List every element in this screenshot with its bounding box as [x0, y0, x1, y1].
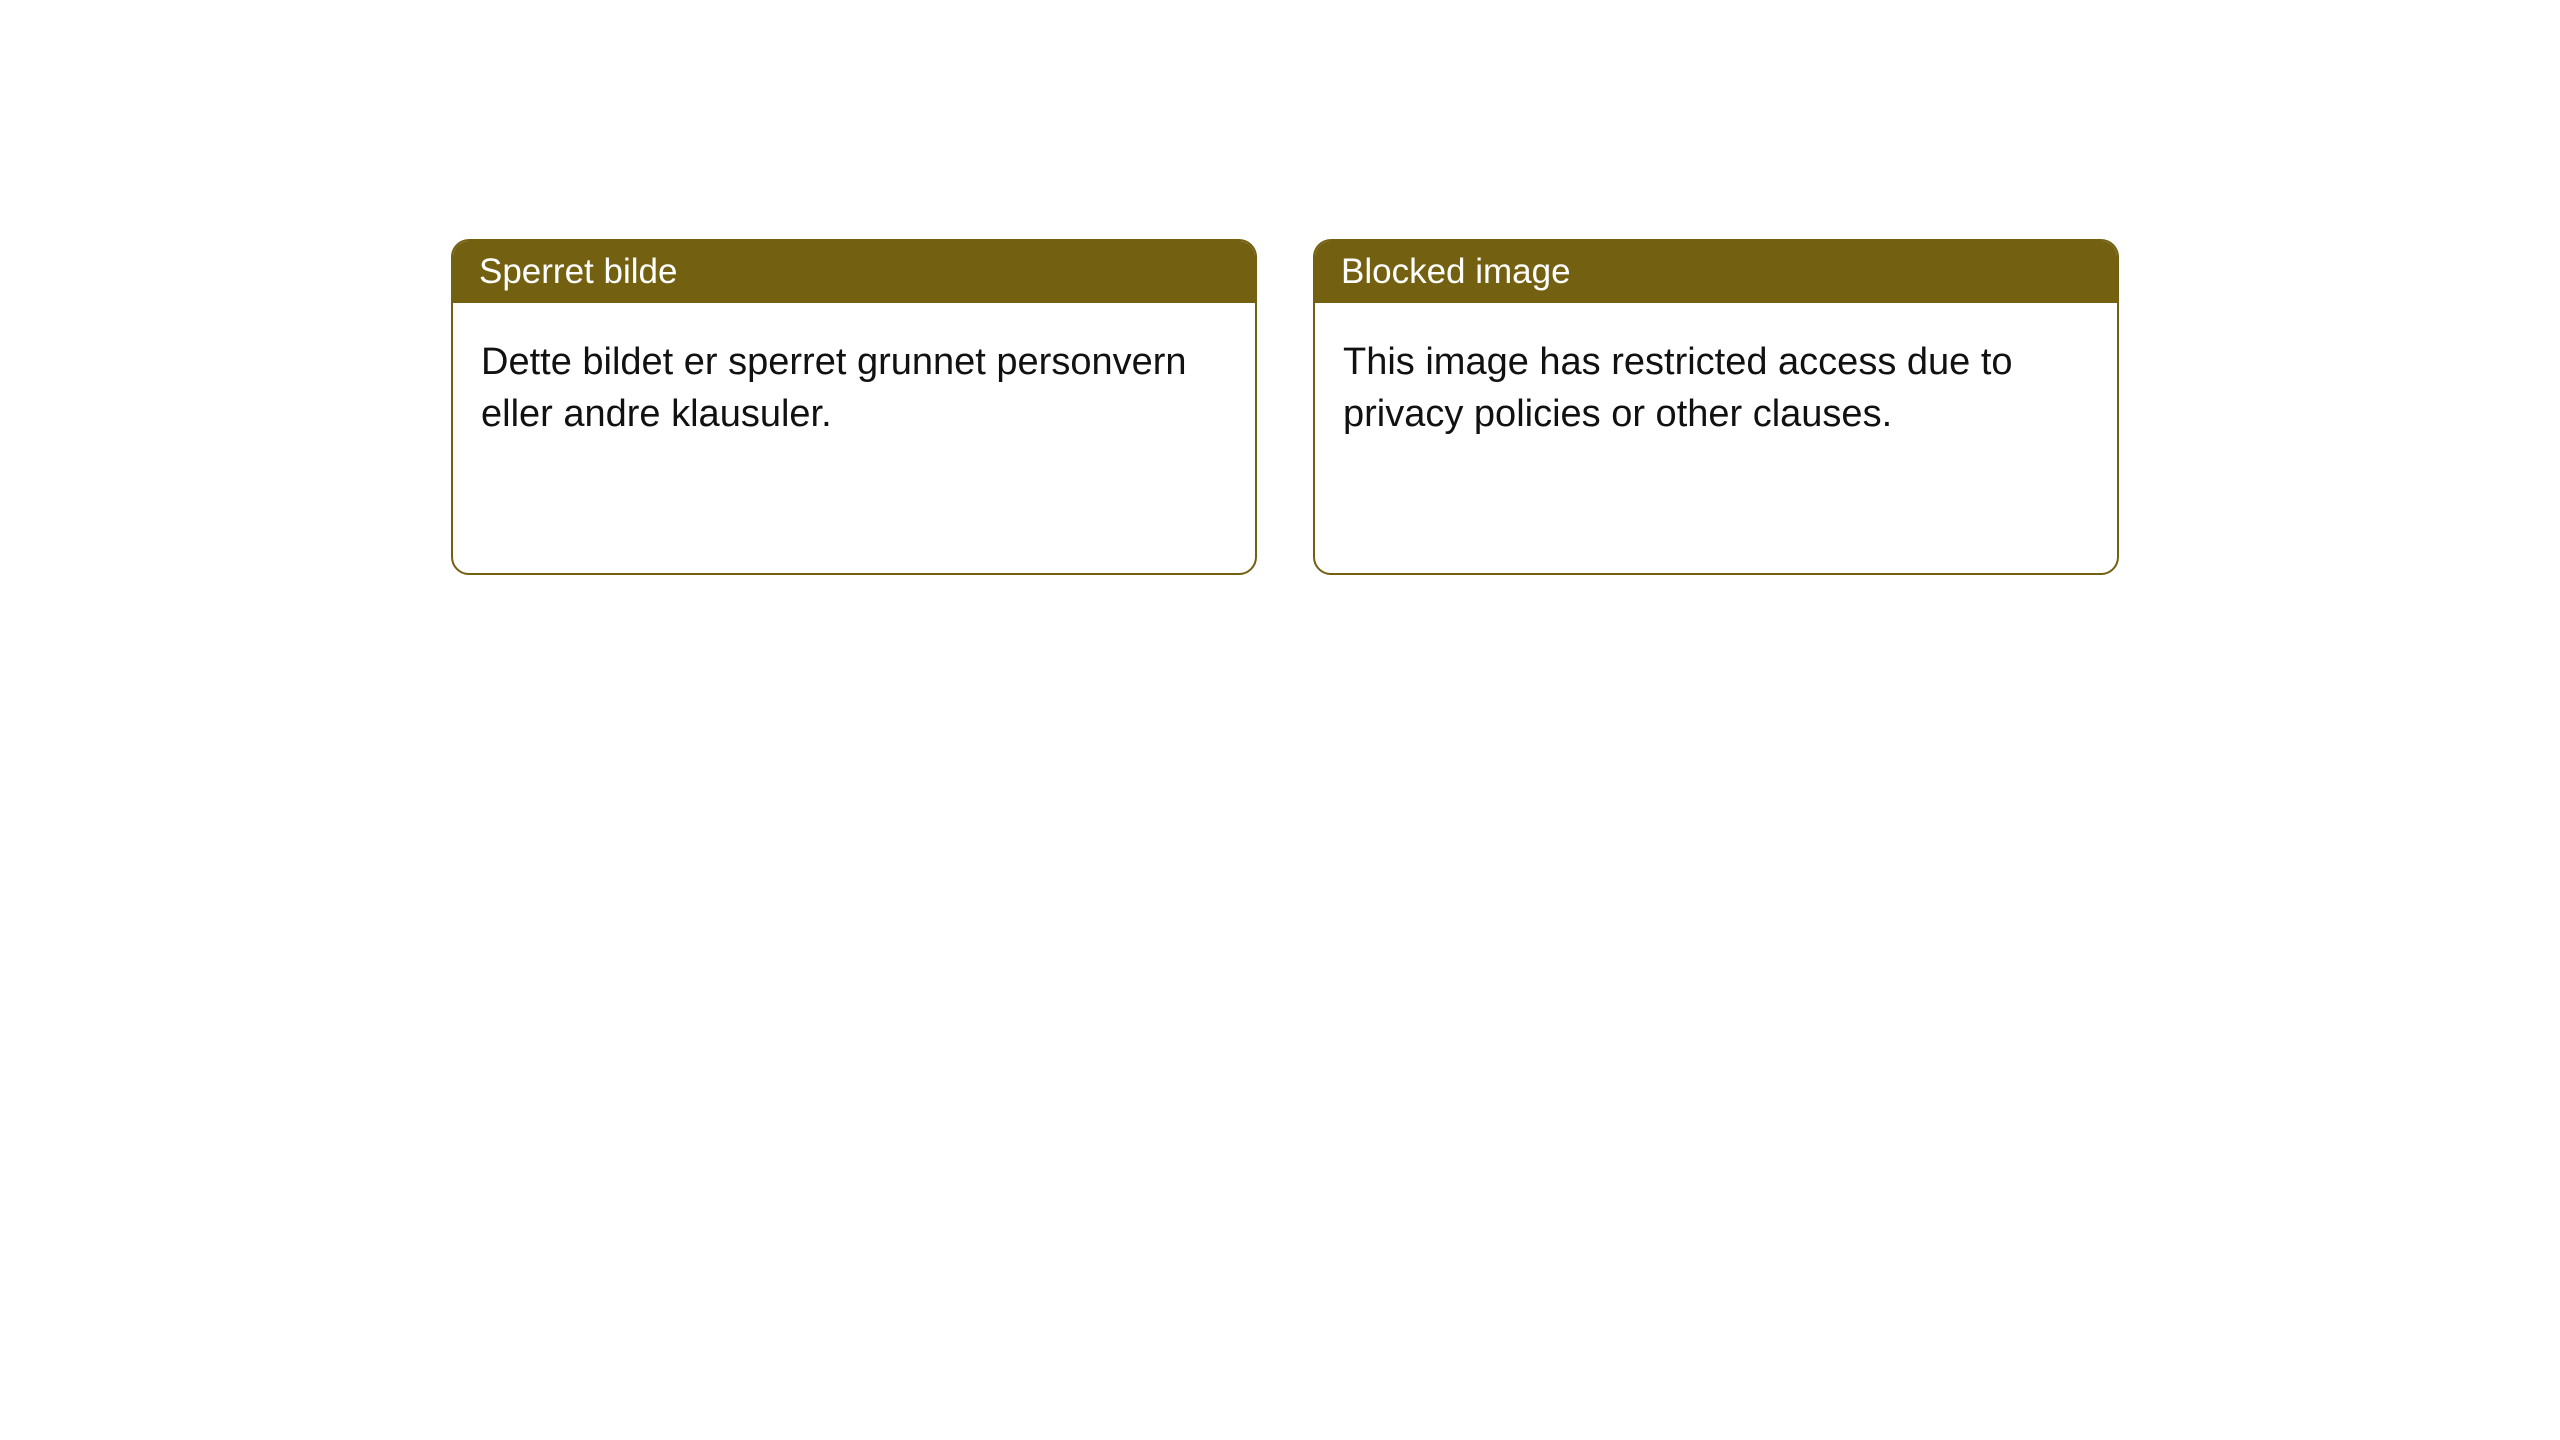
notice-cards-container: Sperret bilde Dette bildet er sperret gr… [451, 239, 2119, 575]
notice-card-text: This image has restricted access due to … [1343, 341, 2013, 435]
notice-card-header: Blocked image [1315, 241, 2117, 303]
notice-card-text: Dette bildet er sperret grunnet personve… [481, 341, 1187, 435]
notice-card-english: Blocked image This image has restricted … [1313, 239, 2119, 575]
notice-card-body: Dette bildet er sperret grunnet personve… [453, 303, 1255, 473]
notice-card-title: Sperret bilde [479, 252, 677, 291]
notice-card-title: Blocked image [1341, 252, 1571, 291]
notice-card-body: This image has restricted access due to … [1315, 303, 2117, 473]
notice-card-norwegian: Sperret bilde Dette bildet er sperret gr… [451, 239, 1257, 575]
notice-card-header: Sperret bilde [453, 241, 1255, 303]
